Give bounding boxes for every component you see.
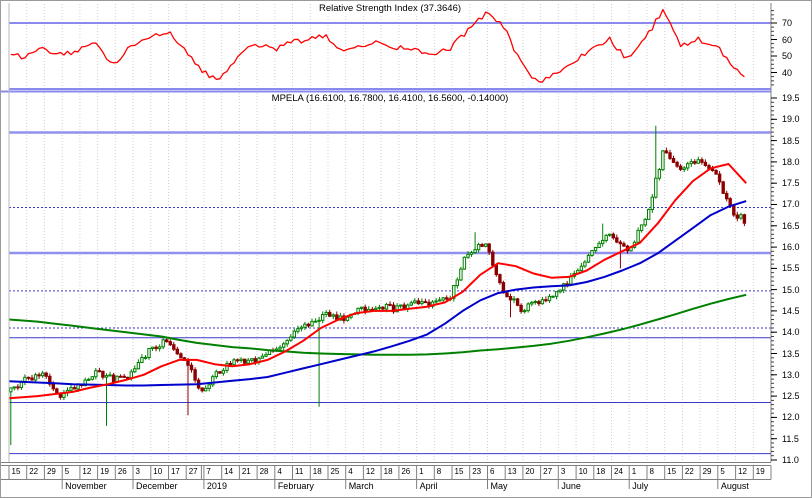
week-tick-label: 21 [241, 467, 251, 476]
week-tick-label: 3 [560, 467, 566, 476]
month-label: 2019 [206, 481, 227, 491]
frame-lines [1, 3, 772, 480]
week-tick-label: 15 [667, 467, 677, 476]
price-axis-label: 18.5 [782, 135, 800, 146]
week-tick-label: 1 [631, 467, 637, 476]
support-resistance-lines [9, 131, 771, 455]
week-tick-label: 4 [348, 467, 353, 476]
week-tick-label: 18 [596, 467, 606, 476]
week-tick-label: 11 [295, 467, 304, 476]
rsi-line [10, 8, 745, 83]
week-tick-label: 29 [46, 467, 56, 476]
rsi-axis-label: 40 [782, 67, 793, 78]
price-axis-label: 15.5 [782, 263, 800, 274]
week-tick-label: 25 [330, 467, 340, 476]
week-tick-label: 28 [259, 467, 269, 476]
week-tick-label: 5 [64, 467, 70, 476]
price-title: MPELA (16.6100, 16.7800, 16.4100, 16.560… [268, 93, 512, 104]
price-axis-label: 12.5 [782, 391, 800, 402]
week-tick-label: 18 [312, 467, 322, 476]
week-tick-label: 17 [170, 467, 180, 476]
week-tick-label: 27 [543, 467, 553, 476]
week-tick-label: 8 [649, 467, 654, 476]
ma-short-line [8, 163, 747, 400]
week-tick-label: 10 [153, 467, 163, 476]
week-tick-label: 19 [755, 467, 765, 476]
price-axis-label: 12.0 [782, 412, 800, 423]
week-tick-label: 15 [11, 467, 21, 476]
week-tick-label: 1 [419, 467, 424, 476]
price-axis-label: 19.5 [782, 93, 800, 103]
month-label: February [277, 481, 314, 491]
month-label: July [632, 481, 649, 491]
week-tick-label: 29 [702, 467, 712, 476]
moving-average-lines [8, 163, 747, 400]
week-tick-label: 22 [29, 467, 39, 476]
rsi-title: Relative Strength Index (37.3646) [315, 3, 465, 14]
week-tick-label: 15 [454, 467, 464, 476]
week-tick-label: 24 [614, 467, 623, 476]
week-tick-label: 14 [224, 467, 234, 476]
month-label: June [561, 481, 581, 491]
price-axis-label: 19.0 [782, 114, 800, 125]
price-axis-label: 17.5 [782, 178, 800, 189]
price-axis-label: 13.0 [782, 369, 800, 380]
price-axis-label: 11.5 [782, 433, 799, 444]
month-label: April [419, 481, 438, 491]
price-axis-label: 17.0 [782, 199, 800, 210]
week-tick-label: 12 [82, 467, 92, 476]
week-tick-label: 26 [401, 467, 411, 476]
week-tick-label: 12 [365, 467, 375, 476]
price-axis-label: 16.5 [782, 220, 800, 231]
month-label: November [65, 481, 107, 491]
week-tick-label: 4 [277, 467, 282, 476]
ma-long-line [8, 293, 747, 356]
rsi-level-lines [9, 22, 771, 90]
week-tick-label: 5 [720, 467, 725, 476]
week-tick-label: 26 [117, 467, 127, 476]
price-axis-label: 14.0 [782, 327, 800, 338]
week-tick-label: 3 [135, 467, 140, 476]
price-axis-label: 13.5 [782, 348, 800, 359]
week-tick-label: 13 [507, 467, 517, 476]
week-tick-label: 18 [383, 467, 393, 476]
week-tick-label: 23 [472, 467, 482, 476]
week-tick-label: 6 [489, 467, 495, 476]
ma-medium-line [8, 200, 747, 387]
month-label: August [720, 481, 749, 491]
week-tick-label: 12 [738, 467, 747, 476]
month-label: May [490, 481, 508, 491]
axis-ticks [771, 10, 777, 461]
week-tick-label: 19 [100, 467, 109, 476]
price-axis-label: 14.5 [782, 305, 800, 316]
date-cell-lines [8, 465, 772, 489]
week-tick-label: 27 [188, 467, 198, 476]
rsi-axis-label: 60 [782, 34, 793, 45]
week-tick-label: 8 [436, 467, 442, 476]
price-axis-label: 18.0 [782, 156, 800, 167]
week-tick-label: 20 [525, 467, 535, 476]
week-tick-label: 7 [206, 467, 211, 476]
rsi-axis-label: 50 [782, 51, 793, 61]
price-axis-label: 11.0 [782, 454, 799, 465]
rsi-axis-label: 70 [782, 18, 793, 28]
price-axis-label: 16.0 [782, 242, 800, 253]
month-label: March [348, 481, 374, 491]
week-tick-label: 10 [578, 467, 588, 476]
candlesticks [9, 125, 747, 446]
price-axis-label: 15.0 [782, 284, 800, 295]
month-label: December [136, 481, 178, 491]
week-tick-label: 22 [684, 467, 694, 476]
